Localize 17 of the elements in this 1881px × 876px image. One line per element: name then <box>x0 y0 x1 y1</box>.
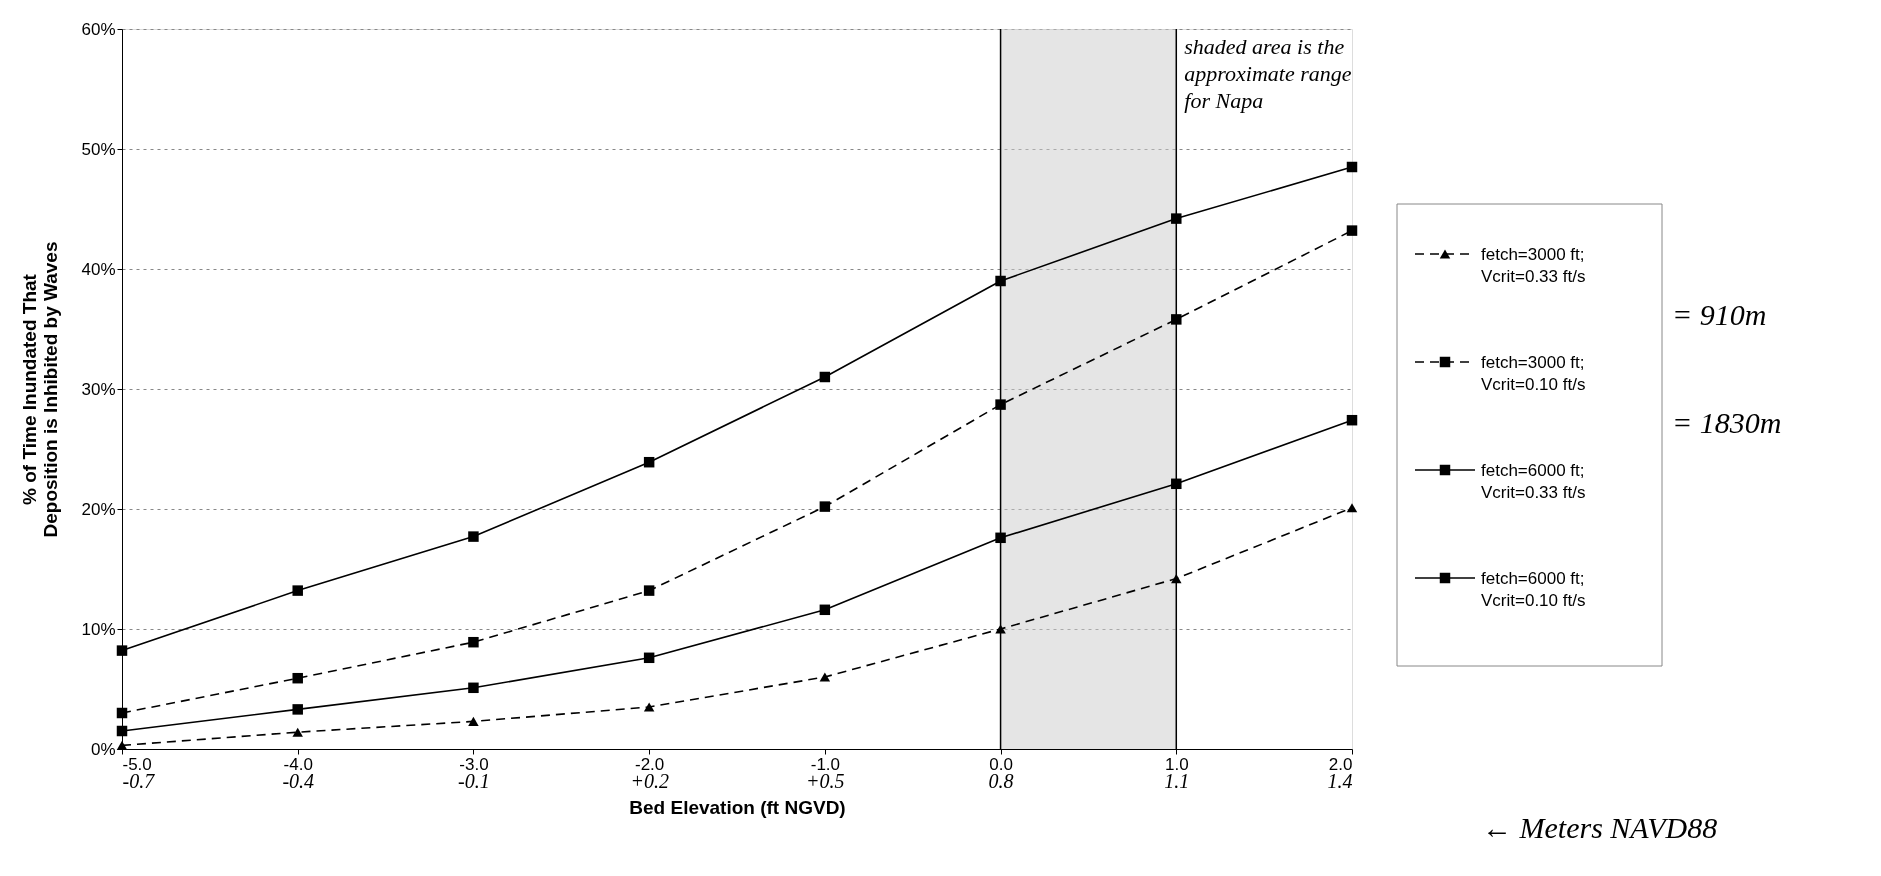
legend-label: fetch=3000 ft; Vcrit=0.33 ft/s <box>1481 245 1586 286</box>
legend-label: fetch=3000 ft; Vcrit=0.10 ft/s <box>1481 353 1586 394</box>
y-tick-label: 10% <box>81 619 116 639</box>
y-tick-label: 0% <box>90 739 116 759</box>
y-tick-label: 60% <box>81 19 116 39</box>
text: = 1830m <box>1672 406 1782 439</box>
y-tick-label: 20% <box>81 499 116 519</box>
text: = 910m <box>1672 298 1767 331</box>
y-tick-label: 40% <box>81 259 116 279</box>
text: ← Meters NAVD88 <box>1482 811 1718 844</box>
x-axis-title: Bed Elevation (ft NGVD) <box>629 796 846 818</box>
y-axis-title: % of Time Inundated That Deposition is Inhibited by Waves <box>19 241 62 538</box>
band-label: shaded area is the approximate range for Napa <box>1184 34 1352 113</box>
y-tick-label: 50% <box>81 139 116 159</box>
legend-label: fetch=6000 ft; Vcrit=0.10 ft/s <box>1481 569 1586 610</box>
y-tick-label: 30% <box>81 379 116 399</box>
legend-label: fetch=6000 ft; Vcrit=0.33 ft/s <box>1481 461 1586 502</box>
